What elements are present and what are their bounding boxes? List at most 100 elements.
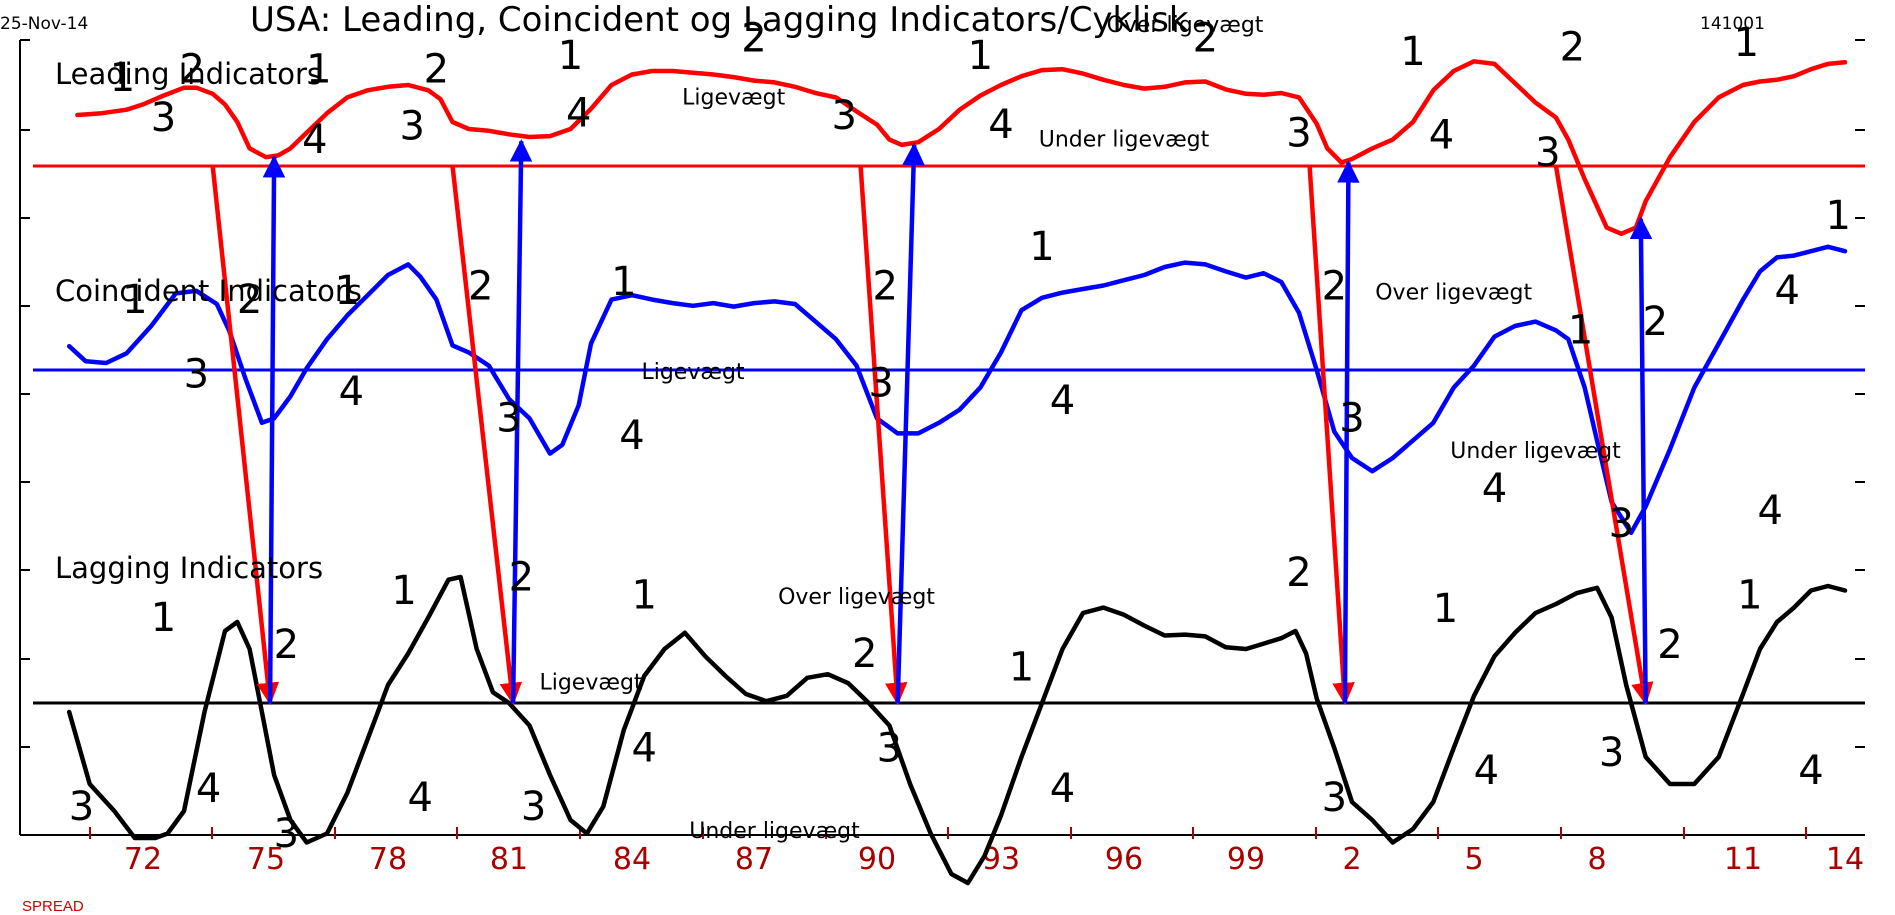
phase-label: 3 [1609, 501, 1634, 547]
phase-label: 1 [1009, 645, 1034, 691]
zone-label: Ligevægt [641, 360, 744, 385]
x-tick-label: 72 [124, 842, 162, 877]
chart-code: 141001 [1700, 14, 1765, 34]
phase-label: 4 [408, 775, 433, 821]
phase-label: 2 [424, 46, 449, 92]
x-tick-label: 81 [490, 842, 528, 877]
signal-arrow [1307, 165, 1355, 706]
phase-label: 3 [69, 784, 94, 830]
panel-title: Coincident Indicators [55, 274, 362, 308]
phase-label: 4 [619, 413, 644, 459]
zone-label: Under ligevægt [1039, 128, 1210, 153]
phase-label: 2 [237, 277, 262, 323]
phase-label: 1 [968, 33, 993, 79]
phase-label: 4 [339, 369, 364, 415]
phase-label: 2 [1193, 16, 1218, 62]
phase-label: 3 [1339, 396, 1364, 442]
signal-arrow [1553, 165, 1654, 706]
phase-label: 1 [1568, 308, 1593, 354]
phase-label: 4 [1482, 466, 1507, 512]
phase-label: 1 [631, 573, 656, 619]
x-tick-label: 14 [1826, 842, 1864, 877]
phase-label: 2 [1560, 24, 1585, 70]
zone-label: Under ligevægt [1450, 439, 1621, 464]
phase-label: 4 [1429, 112, 1454, 158]
phase-label: 1 [306, 46, 331, 92]
phase-label: 3 [151, 95, 176, 141]
x-tick-label: 11 [1724, 842, 1762, 877]
phase-label: 4 [302, 117, 327, 163]
series-line-0 [75, 59, 1848, 237]
phase-label: 2 [1322, 264, 1347, 310]
panel-title: Leading Indicators [55, 57, 322, 91]
signal-arrow [210, 165, 280, 706]
x-tick-label: 2 [1342, 842, 1361, 877]
signal-arrow [1629, 216, 1653, 704]
phase-label: 1 [1433, 586, 1458, 632]
phase-label: 2 [852, 631, 877, 677]
phase-label: 4 [196, 766, 221, 812]
phase-label: 1 [1029, 224, 1054, 270]
signal-arrow [262, 154, 286, 704]
phase-label: 4 [566, 90, 591, 136]
x-tick-label: 78 [369, 842, 407, 877]
zone-label: Ligevægt [539, 671, 642, 696]
phase-label: 3 [1322, 775, 1347, 821]
signal-arrow [858, 165, 908, 706]
phase-label: 3 [399, 104, 424, 150]
signal-arrow [895, 142, 925, 704]
phase-label: 2 [509, 555, 534, 601]
phase-label: 3 [496, 396, 521, 442]
phase-label: 1 [335, 268, 360, 314]
phase-label: 3 [831, 93, 856, 139]
phase-label: 2 [741, 16, 766, 62]
phase-label: 4 [1757, 488, 1782, 534]
x-tick-label: 87 [735, 842, 773, 877]
phase-label: 3 [1535, 130, 1560, 176]
phase-label: 2 [468, 264, 493, 310]
phase-label: 1 [1734, 20, 1759, 66]
chart-title: USA: Leading, Coincident og Lagging Indi… [250, 0, 1189, 40]
x-tick-label: 96 [1105, 842, 1143, 877]
series-line-1 [66, 244, 1848, 536]
phase-label: 4 [1798, 748, 1823, 794]
phase-label: 4 [988, 102, 1013, 148]
series-line-2 [66, 574, 1848, 886]
phase-label: 1 [611, 259, 636, 305]
phase-label: 1 [122, 277, 147, 323]
x-tick-label: 75 [247, 842, 285, 877]
zone-label: Over ligevægt [1375, 281, 1532, 306]
phase-label: 2 [873, 264, 898, 310]
phase-label: 1 [151, 595, 176, 641]
x-tick-label: 99 [1227, 842, 1265, 877]
phase-label: 2 [1657, 622, 1682, 668]
phase-label: 2 [1643, 299, 1668, 345]
phase-label: 1 [110, 55, 135, 101]
phase-label: 1 [1400, 29, 1425, 75]
chart-date: 25-Nov-14 [0, 14, 89, 34]
x-tick-label: 90 [858, 842, 896, 877]
x-tick-label: 84 [613, 842, 651, 877]
zone-label: Over ligevægt [778, 585, 935, 610]
signal-arrow [450, 165, 523, 706]
panel-title: Lagging Indicators [55, 551, 323, 585]
phase-label: 2 [274, 622, 299, 668]
phase-label: 3 [184, 352, 209, 398]
phase-label: 4 [1774, 268, 1799, 314]
phase-label: 3 [1599, 730, 1624, 776]
phase-label: 3 [868, 360, 893, 406]
zone-label: Under ligevægt [689, 819, 860, 844]
zone-label: Over ligevægt [1107, 13, 1264, 38]
phase-label: 2 [179, 46, 204, 92]
phase-label: 1 [558, 33, 583, 79]
phase-label: 1 [391, 568, 416, 614]
phase-label: 2 [1286, 550, 1311, 596]
phase-label: 3 [877, 726, 902, 772]
phase-label: 3 [521, 784, 546, 830]
phase-label: 3 [1286, 111, 1311, 157]
zone-label: Ligevægt [682, 85, 785, 110]
phase-label: 1 [1825, 193, 1850, 239]
phase-label: 4 [1474, 748, 1499, 794]
phase-label: 1 [1737, 573, 1762, 619]
